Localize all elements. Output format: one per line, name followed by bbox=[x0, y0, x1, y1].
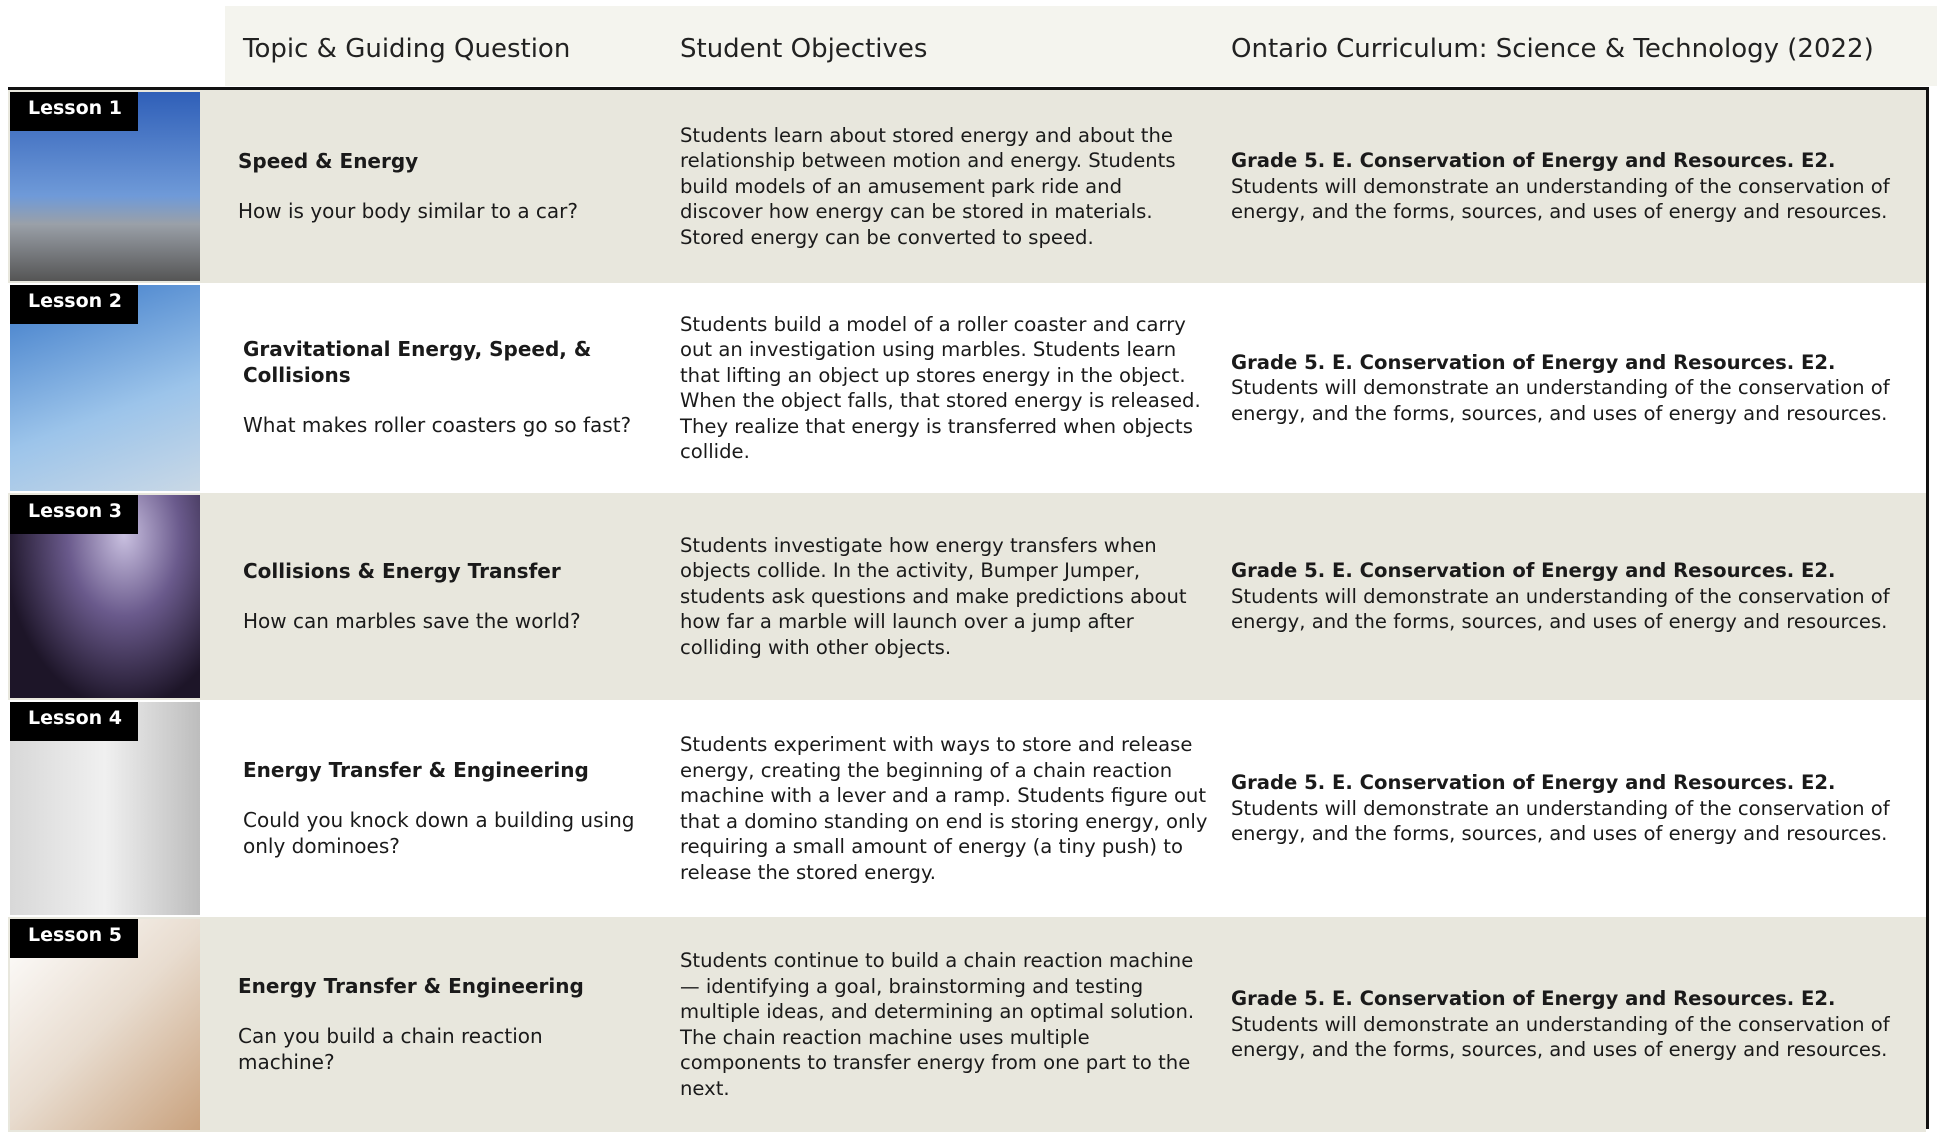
topic-title: Speed & Energy bbox=[238, 148, 419, 173]
objectives-cell: Students continue to build a chain react… bbox=[680, 917, 1210, 1132]
guiding-question: Can you build a chain reaction machine? bbox=[238, 1024, 543, 1074]
lesson-label: Lesson 1 bbox=[10, 92, 139, 131]
curriculum-cell: Grade 5. E. Conservation of Energy and R… bbox=[1231, 283, 1921, 493]
curriculum-cell: Grade 5. E. Conservation of Energy and R… bbox=[1231, 700, 1921, 917]
column-header: Topic & Guiding Question bbox=[243, 34, 571, 64]
lesson-label: Lesson 3 bbox=[10, 495, 139, 534]
lesson-row: Lesson 5 Energy Transfer & Engineering Can… bbox=[8, 917, 1926, 1132]
curriculum-code: Grade 5. E. Conservation of Energy and R… bbox=[1231, 559, 1836, 583]
topic-title: Collisions & Energy Transfer bbox=[243, 558, 561, 583]
curriculum-text: Grade 5. E. Conservation of Energy and R… bbox=[1231, 558, 1921, 635]
topic-cell: Energy Transfer & Engineering Could you k… bbox=[243, 700, 643, 917]
curriculum-text: Grade 5. E. Conservation of Energy and R… bbox=[1231, 350, 1921, 427]
curriculum-description: Students will demonstrate an understandi… bbox=[1231, 796, 1890, 846]
lesson-label: Lesson 2 bbox=[10, 285, 139, 324]
topic-cell: Collisions & Energy Transfer How can marb… bbox=[243, 493, 643, 700]
curriculum-description: Students will demonstrate an understandi… bbox=[1231, 584, 1890, 634]
lesson-label: Lesson 4 bbox=[10, 702, 139, 741]
objectives-cell: Students build a model of a roller coast… bbox=[680, 283, 1210, 493]
curriculum-cell: Grade 5. E. Conservation of Energy and R… bbox=[1231, 90, 1921, 283]
column-header: Ontario Curriculum: Science & Technology… bbox=[1231, 34, 1874, 64]
lesson-row: Lesson 4 Energy Transfer & Engineering Cou… bbox=[8, 700, 1926, 917]
curriculum-code: Grade 5. E. Conservation of Energy and R… bbox=[1231, 771, 1836, 795]
lesson-label: Lesson 5 bbox=[10, 919, 139, 958]
curriculum-description: Students will demonstrate an understandi… bbox=[1231, 1012, 1890, 1062]
curriculum-code: Grade 5. E. Conservation of Energy and R… bbox=[1231, 987, 1836, 1011]
column-header: Student Objectives bbox=[680, 34, 928, 64]
curriculum-text: Grade 5. E. Conservation of Energy and R… bbox=[1231, 986, 1921, 1063]
topic-cell: Speed & Energy How is your body similar t… bbox=[238, 90, 638, 283]
lesson-row: Lesson 1 Speed & Energy How is your body s… bbox=[8, 90, 1926, 283]
topic-title: Energy Transfer & Engineering bbox=[243, 757, 589, 782]
guiding-question: How is your body similar to a car? bbox=[238, 199, 579, 223]
objectives-cell: Students investigate how energy transfer… bbox=[680, 493, 1210, 700]
objectives-text: Students learn about stored energy and a… bbox=[680, 123, 1176, 249]
guiding-question: What makes roller coasters go so fast? bbox=[243, 413, 632, 438]
curriculum-code: Grade 5. E. Conservation of Energy and R… bbox=[1231, 350, 1836, 374]
lesson-image: Lesson 5 bbox=[10, 919, 200, 1130]
objectives-cell: Students experiment with ways to store a… bbox=[680, 700, 1210, 917]
objectives-text: Students continue to build a chain react… bbox=[680, 949, 1195, 1100]
topic-cell: Energy Transfer & Engineering Can you bui… bbox=[238, 917, 638, 1132]
curriculum-cell: Grade 5. E. Conservation of Energy and R… bbox=[1231, 493, 1921, 700]
header-row: Topic & Guiding Question Student Objecti… bbox=[225, 6, 1937, 86]
curriculum-description: Students will demonstrate an understandi… bbox=[1231, 174, 1890, 224]
lesson-image: Lesson 4 bbox=[10, 702, 200, 915]
objectives-text: Students experiment with ways to store a… bbox=[680, 733, 1208, 884]
lesson-table: Lesson 1 Speed & Energy How is your body s… bbox=[8, 87, 1929, 1132]
curriculum-code: Grade 5. E. Conservation of Energy and R… bbox=[1231, 149, 1836, 173]
guiding-question: How can marbles save the world? bbox=[243, 609, 581, 633]
curriculum-cell: Grade 5. E. Conservation of Energy and R… bbox=[1231, 917, 1921, 1132]
lesson-image: Lesson 3 bbox=[10, 495, 200, 698]
topic-title: Energy Transfer & Engineering bbox=[238, 973, 584, 998]
objectives-text: Students investigate how energy transfer… bbox=[680, 533, 1187, 659]
objectives-cell: Students learn about stored energy and a… bbox=[680, 90, 1210, 283]
guiding-question: Could you knock down a building using on… bbox=[243, 808, 635, 858]
lesson-row: Lesson 3 Collisions & Energy Transfer How … bbox=[8, 493, 1926, 700]
topic-cell: Gravitational Energy, Speed, & Collision… bbox=[243, 283, 643, 493]
curriculum-text: Grade 5. E. Conservation of Energy and R… bbox=[1231, 770, 1921, 847]
lesson-image: Lesson 2 bbox=[10, 285, 200, 491]
objectives-text: Students build a model of a roller coast… bbox=[680, 312, 1201, 464]
lesson-image: Lesson 1 bbox=[10, 92, 200, 281]
lesson-row: Lesson 2 Gravitational Energy, Speed, & C… bbox=[8, 283, 1926, 493]
curriculum-text: Grade 5. E. Conservation of Energy and R… bbox=[1231, 148, 1921, 225]
topic-title: Gravitational Energy, Speed, & Collision… bbox=[243, 337, 592, 387]
curriculum-description: Students will demonstrate an understandi… bbox=[1231, 376, 1890, 425]
